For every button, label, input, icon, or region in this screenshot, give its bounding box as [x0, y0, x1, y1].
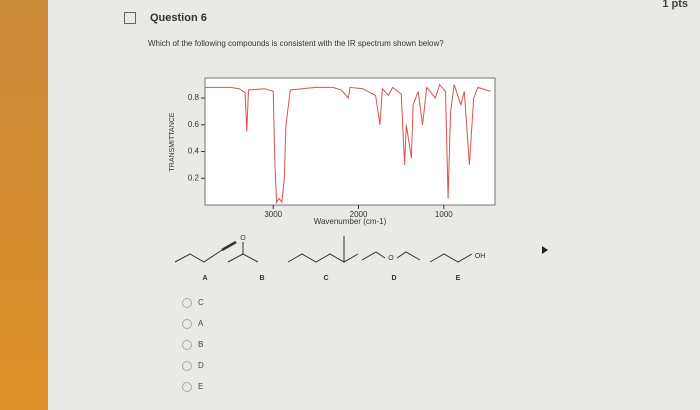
structure-b — [227, 253, 259, 263]
radio[interactable] — [182, 298, 192, 308]
x-tick-label: 3000 — [264, 210, 282, 219]
structure-atom: O — [388, 255, 394, 262]
y-tick-label: 0.4 — [188, 147, 200, 156]
y-tick-label: 0.2 — [188, 173, 200, 182]
flag-icon[interactable] — [124, 12, 136, 24]
structure-label: D — [391, 275, 396, 282]
structure-label: B — [259, 275, 264, 282]
option-label: C — [198, 298, 204, 308]
y-tick-label: 0.8 — [188, 93, 200, 102]
structure-label: E — [456, 275, 461, 282]
sidebar — [0, 0, 48, 410]
radio[interactable] — [182, 340, 192, 350]
radio[interactable] — [182, 382, 192, 392]
structure-a — [174, 249, 223, 263]
answer-option[interactable]: A — [182, 319, 203, 329]
points: 1 pts — [662, 0, 688, 10]
option-label: E — [198, 382, 204, 392]
option-label: B — [198, 340, 204, 350]
y-axis-label: TRANSMITTANCE — [169, 112, 176, 171]
question-title: Question 6 — [150, 12, 207, 24]
answer-option[interactable]: B — [182, 340, 203, 350]
answer-option[interactable]: C — [182, 298, 204, 308]
question-text: Which of the following compounds is cons… — [148, 39, 444, 48]
y-tick-label: 0.6 — [188, 120, 200, 129]
structures — [174, 236, 473, 263]
radio[interactable] — [182, 361, 192, 371]
answer-option[interactable]: D — [182, 361, 204, 371]
cursor — [542, 246, 548, 254]
structure-label: A — [202, 275, 207, 282]
structure-atom: OH — [475, 253, 486, 260]
x-tick-label: 2000 — [350, 210, 368, 219]
answer-option[interactable]: E — [182, 382, 203, 392]
option-label: D — [198, 361, 204, 371]
x-tick-label: 1000 — [435, 210, 453, 219]
option-label: A — [198, 319, 204, 329]
spectrum-line — [205, 83, 491, 204]
x-axis-label: Wavenumber (cm-1) — [314, 217, 387, 226]
triple-bond — [221, 240, 237, 252]
radio[interactable] — [182, 319, 192, 329]
structure-label: C — [323, 275, 328, 282]
structure-atom: O — [240, 235, 246, 242]
